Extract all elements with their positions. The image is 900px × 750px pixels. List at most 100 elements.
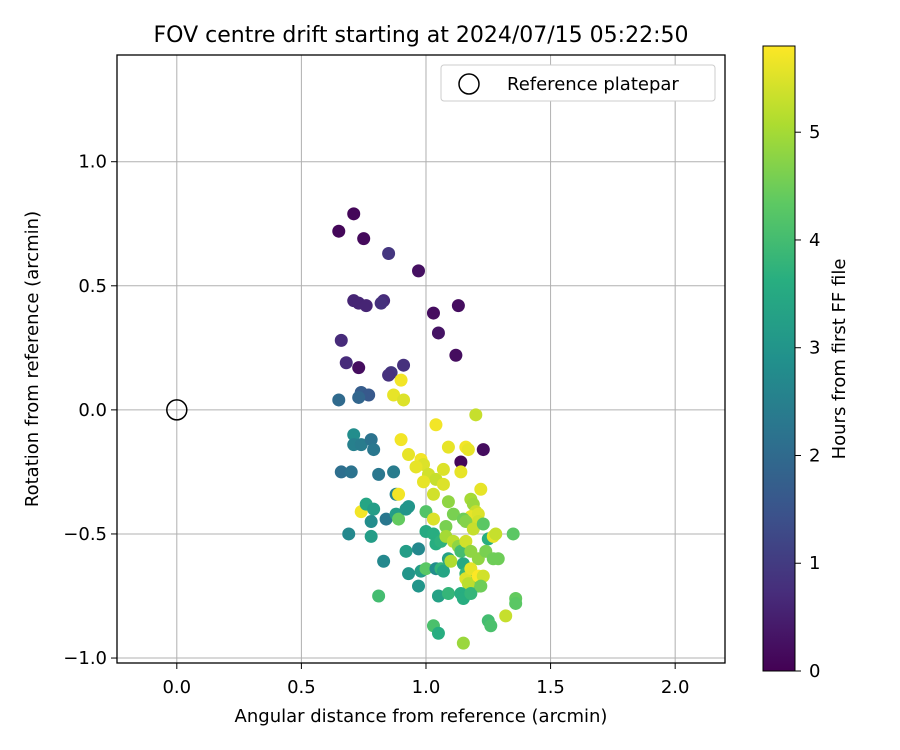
- data-point: [397, 358, 411, 372]
- data-point: [454, 455, 468, 469]
- data-point: [466, 522, 480, 536]
- data-point: [399, 544, 413, 558]
- data-point: [436, 462, 450, 476]
- data-point: [379, 512, 393, 526]
- x-tick-label: 2.0: [661, 677, 690, 698]
- data-point: [347, 207, 361, 221]
- data-point: [382, 247, 396, 261]
- data-point: [357, 232, 371, 246]
- data-point: [456, 636, 470, 650]
- x-tick-label: 1.5: [536, 677, 565, 698]
- data-point: [506, 527, 520, 541]
- colorbar-gradient: [762, 45, 796, 672]
- y-tick-label: 0.5: [78, 276, 107, 297]
- grid-lines: [117, 55, 725, 663]
- data-point: [444, 554, 458, 568]
- data-point: [451, 299, 465, 313]
- data-point: [402, 567, 416, 581]
- legend-box: [440, 64, 716, 102]
- data-point: [412, 264, 426, 278]
- data-point: [332, 224, 346, 238]
- data-point: [419, 562, 433, 576]
- x-tick-label: 0.0: [162, 677, 191, 698]
- data-point: [454, 544, 468, 558]
- data-point: [461, 443, 475, 457]
- colorbar: 0 1 2 3 4 5 Hours from first FF file: [762, 45, 850, 682]
- data-point: [334, 465, 348, 479]
- x-axis-ticks: 0.0 0.5 1.0 1.5 2.0: [162, 663, 689, 698]
- y-tick-label: −1.0: [63, 648, 107, 669]
- data-point: [476, 517, 490, 531]
- data-point: [409, 460, 423, 474]
- data-point: [347, 428, 361, 442]
- data-point: [352, 390, 366, 404]
- legend-label: Reference platepar: [507, 74, 679, 95]
- reference-point: [166, 399, 188, 421]
- data-point: [441, 587, 455, 601]
- data-point: [359, 299, 373, 313]
- data-point: [454, 465, 468, 479]
- y-tick-label: 1.0: [78, 152, 107, 173]
- data-point: [474, 482, 488, 496]
- data-point: [372, 589, 386, 603]
- data-point: [364, 529, 378, 543]
- data-point: [446, 507, 460, 521]
- plot-frame: [116, 54, 726, 664]
- colorbar-ticks: 0 1 2 3 4 5: [795, 122, 820, 682]
- x-tick-label: 1.0: [412, 677, 441, 698]
- x-tick-label: 0.5: [287, 677, 316, 698]
- data-point: [402, 448, 416, 462]
- data-point: [394, 433, 408, 447]
- data-point: [397, 393, 411, 407]
- y-tick-label: 0.0: [78, 400, 107, 421]
- data-point: [392, 512, 406, 526]
- legend-marker-icon: [458, 73, 480, 95]
- data-point: [344, 465, 358, 479]
- data-point: [416, 475, 430, 489]
- y-axis-label: Rotation from reference (arcmin): [22, 211, 43, 507]
- data-point: [402, 500, 416, 514]
- data-point: [491, 552, 505, 566]
- data-point: [441, 440, 455, 454]
- data-point: [367, 443, 381, 457]
- data-point: [474, 579, 488, 593]
- data-point: [469, 408, 483, 422]
- x-axis-label: Angular distance from reference (arcmin): [235, 706, 608, 727]
- data-point: [441, 495, 455, 509]
- data-point: [429, 418, 443, 432]
- data-point: [426, 512, 440, 526]
- data-point: [372, 467, 386, 481]
- data-point: [426, 306, 440, 320]
- data-point: [367, 502, 381, 516]
- colorbar-label: Hours from first FF file: [829, 259, 850, 460]
- data-point: [412, 579, 426, 593]
- colorbar-tick-label: 1: [809, 553, 820, 574]
- data-point: [364, 433, 378, 447]
- data-point: [431, 326, 445, 340]
- data-point: [431, 626, 445, 640]
- data-point: [374, 296, 388, 310]
- data-point: [394, 373, 408, 387]
- data-point: [476, 569, 490, 583]
- data-point: [342, 527, 356, 541]
- data-point: [354, 438, 368, 452]
- data-point: [392, 487, 406, 501]
- data-point: [464, 587, 478, 601]
- colorbar-tick-label: 5: [809, 122, 820, 143]
- data-point: [362, 388, 376, 402]
- data-point: [449, 348, 463, 362]
- data-points: [332, 207, 523, 650]
- data-point: [387, 388, 401, 402]
- data-point: [439, 520, 453, 534]
- y-tick-label: −0.5: [63, 524, 107, 545]
- reference-marker: [166, 399, 188, 421]
- y-axis-ticks: −1.0 −0.5 0.0 0.5 1.0: [63, 152, 117, 669]
- data-point: [364, 515, 378, 529]
- data-point: [431, 589, 445, 603]
- data-point: [339, 356, 353, 370]
- data-point: [436, 564, 450, 578]
- data-point: [459, 534, 473, 548]
- colorbar-tick-label: 3: [809, 338, 820, 359]
- data-point: [382, 368, 396, 382]
- colorbar-tick-label: 0: [809, 661, 820, 682]
